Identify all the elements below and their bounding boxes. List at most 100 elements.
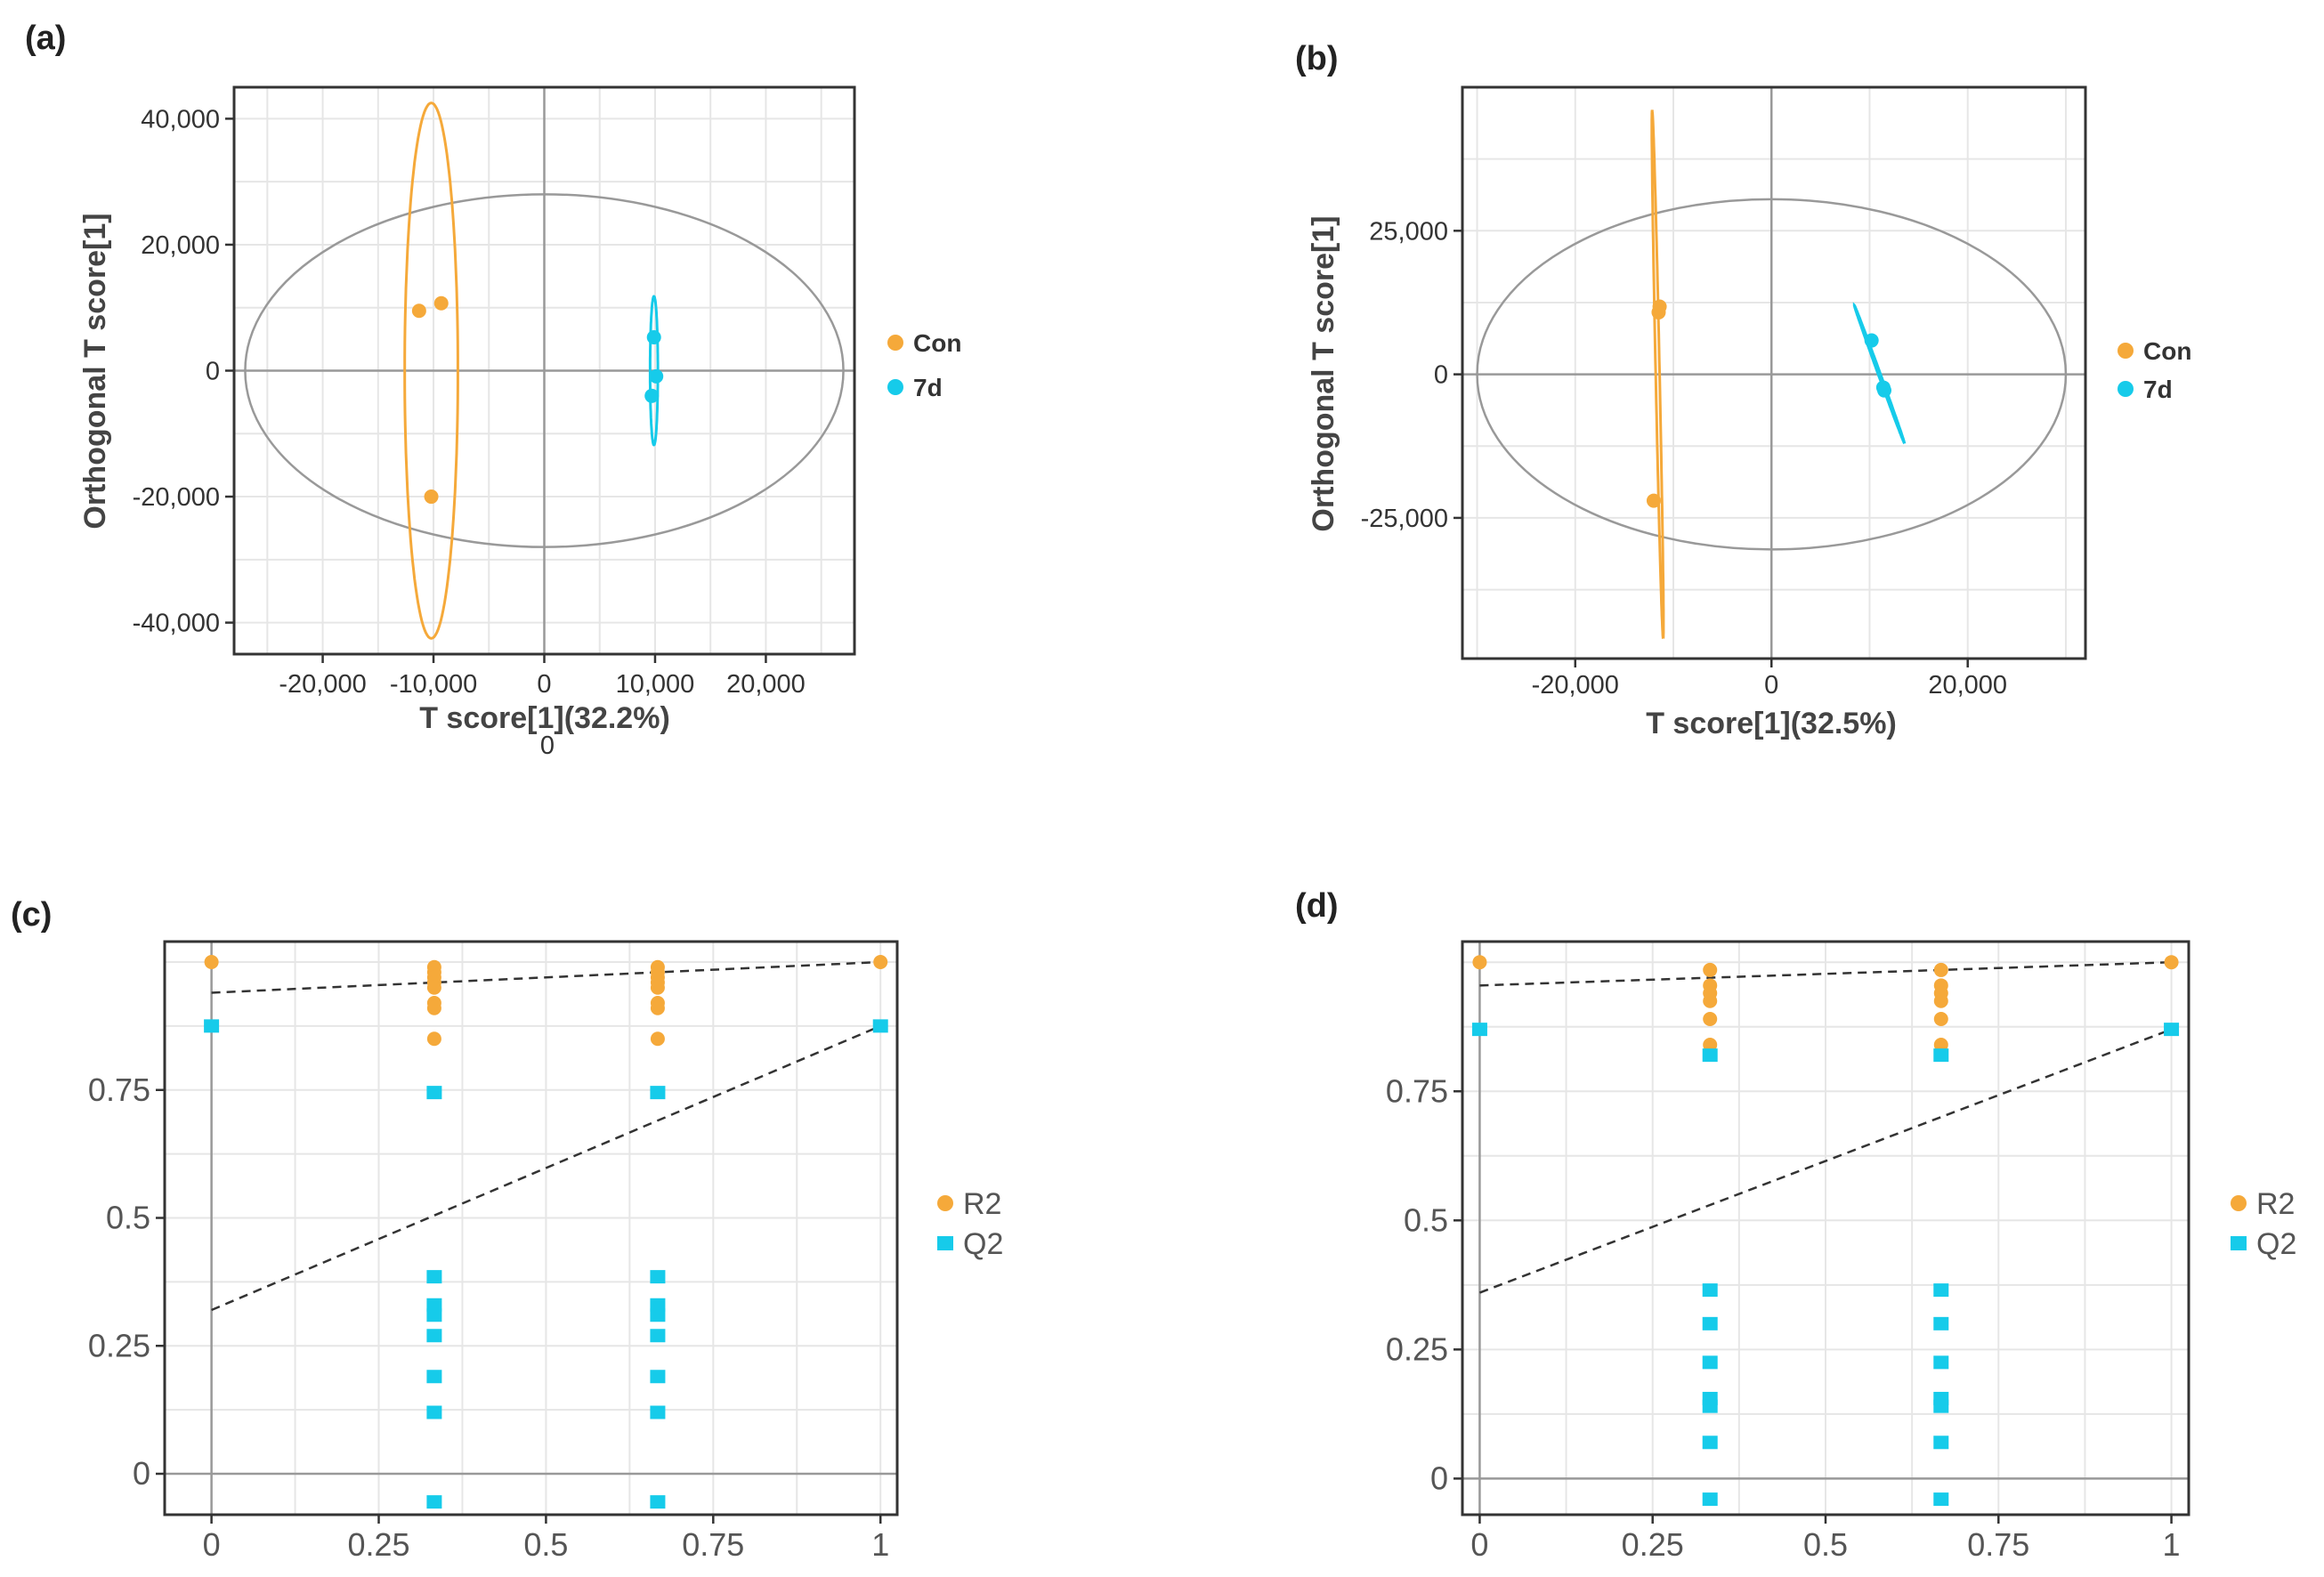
legend-label-r2: R2 (2256, 1187, 2295, 1221)
regression-line-r2 (211, 960, 881, 994)
plot-area-c (165, 942, 897, 1515)
group-ellipse-con (1650, 109, 1665, 640)
legend-key-7d (2118, 381, 2134, 397)
legend-key-r2 (937, 1195, 953, 1211)
regression-line-q2 (211, 1024, 881, 1312)
point-7d (646, 329, 661, 344)
point-q2 (1702, 1492, 1718, 1507)
point-con (1651, 304, 1666, 319)
point-q2 (426, 1298, 442, 1312)
point-r2 (1703, 1038, 1718, 1053)
point-q2 (426, 1270, 442, 1284)
point-r2 (873, 955, 888, 969)
legend-key-con (887, 335, 903, 351)
point-r2 (1703, 993, 1718, 1008)
point-q2 (1702, 1355, 1718, 1370)
point-7d (649, 368, 664, 384)
panel-b: (b) -20,000 0 20,000 25,000 0 -25,000 T score[1… (1295, 40, 2191, 740)
point-q2 (426, 1370, 442, 1384)
x-tick-label: 0.25 (1622, 1526, 1684, 1563)
y-tick-label: 20,000 (141, 231, 220, 260)
point-q2 (204, 1019, 220, 1033)
x-axis-title-b: T score[1](32.5%) (1646, 707, 1897, 740)
legend-key-7d (887, 379, 903, 395)
point-r2 (1933, 993, 1948, 1008)
point-q2 (650, 1370, 666, 1384)
legend-key-q2 (2231, 1236, 2247, 1250)
point-con (411, 303, 426, 319)
legend-label-r2: R2 (963, 1187, 1001, 1221)
point-q2 (1933, 1355, 1949, 1370)
point-r2 (1933, 962, 1948, 977)
x-tick-label: 1 (871, 1526, 889, 1563)
point-q2 (1933, 1399, 1949, 1413)
legend-label-con: Con (2143, 337, 2191, 365)
x-tick-label: 0 (203, 1526, 221, 1563)
plot-frame-c (163, 940, 899, 1516)
hotelling-ellipse-b (1476, 198, 2068, 551)
panel-label-a: (a) (25, 20, 66, 57)
y-tick-label: 0.5 (1404, 1201, 1448, 1238)
point-r2 (1703, 962, 1718, 977)
point-con (424, 489, 439, 505)
point-r2 (1933, 1038, 1948, 1053)
point-q2 (1933, 1435, 1949, 1450)
point-7d (644, 388, 660, 403)
y-tick-label: 0.75 (1386, 1072, 1448, 1109)
x-tick-label: 0.75 (1967, 1526, 2029, 1563)
x-tick-label: -20,000 (279, 670, 366, 699)
point-con (433, 295, 449, 311)
legend-key-con (2118, 343, 2134, 359)
group-ellipse-7d (648, 295, 660, 447)
regression-line-r2 (1479, 960, 2172, 987)
legend-label-q2: Q2 (2256, 1227, 2296, 1261)
point-q2 (1471, 1023, 1487, 1037)
hotelling-ellipse-a (244, 193, 845, 548)
point-r2 (650, 1031, 665, 1047)
point-q2 (1933, 1283, 1949, 1298)
point-q2 (1702, 1399, 1718, 1413)
x-tick-label: 0.75 (682, 1526, 744, 1563)
y-axis-title-a: Orthogonal T score[1] (78, 213, 112, 529)
point-q2 (872, 1019, 888, 1033)
panel-label-c: (c) (11, 896, 52, 934)
legend-label-q2: Q2 (963, 1227, 1003, 1261)
point-r2 (426, 1000, 441, 1015)
x-tick-label: -10,000 (390, 670, 477, 699)
y-tick-label: 0.25 (88, 1327, 150, 1363)
point-q2 (1702, 1283, 1718, 1298)
point-q2 (1933, 1316, 1949, 1330)
panel-a: (a) -20,000 -10,000 0 10,000 20,000 40,000 20,0… (25, 20, 961, 760)
point-q2 (1702, 1316, 1718, 1330)
y-tick-label: -40,000 (133, 610, 220, 638)
point-q2 (426, 1405, 442, 1419)
point-r2 (2164, 955, 2179, 970)
group-ellipse-con (403, 101, 459, 640)
point-r2 (426, 980, 441, 995)
y-axis-title-b: Orthogonal T score[1] (1307, 215, 1340, 531)
x-tick-label: 0.5 (1803, 1526, 1848, 1563)
point-con (1646, 493, 1661, 508)
point-q2 (650, 1270, 666, 1284)
y-tick-label: 0.5 (106, 1200, 150, 1236)
stray-zero-label: 0 (540, 732, 555, 760)
point-r2 (650, 980, 665, 995)
point-q2 (426, 1308, 442, 1322)
point-q2 (426, 1329, 442, 1343)
y-tick-label: -25,000 (1361, 505, 1448, 533)
y-tick-label: 0 (1434, 361, 1448, 390)
plot-frame-b (1461, 85, 2087, 660)
point-q2 (1933, 1048, 1949, 1063)
y-tick-label: 0 (206, 358, 220, 386)
point-q2 (650, 1329, 666, 1343)
point-r2 (426, 1031, 441, 1047)
legend-label-7d: 7d (2143, 376, 2173, 403)
point-q2 (1702, 1435, 1718, 1450)
point-r2 (1703, 1012, 1718, 1027)
point-7d (1877, 383, 1892, 398)
x-tick-label: 0 (1764, 671, 1778, 700)
point-7d (1864, 333, 1879, 348)
